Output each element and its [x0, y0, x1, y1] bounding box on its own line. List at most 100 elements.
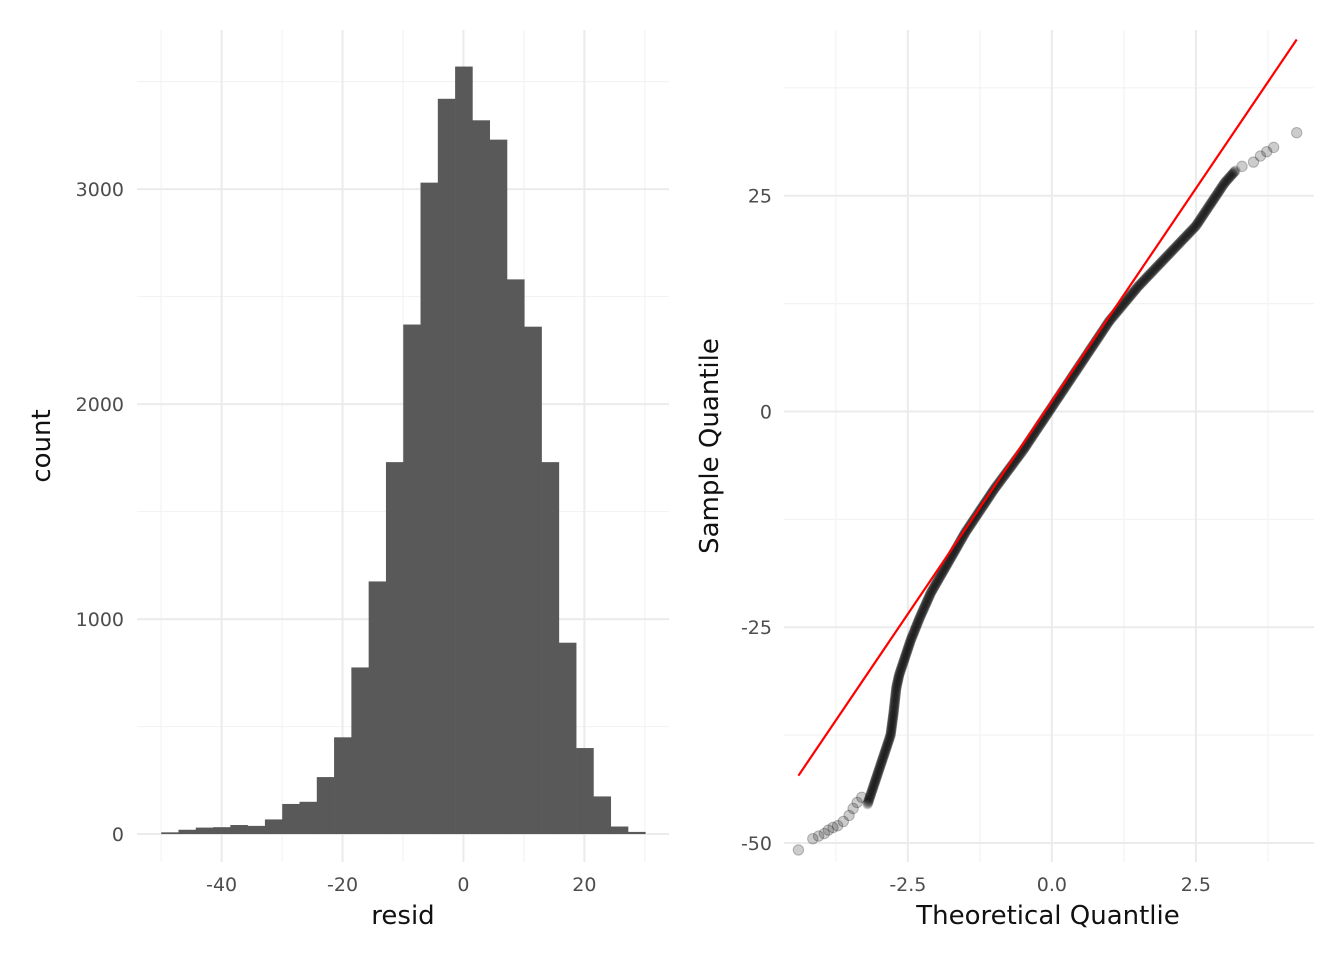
qq-point: [1134, 279, 1146, 290]
qq-point: [1197, 209, 1209, 221]
qq-point: [888, 708, 899, 719]
qq-point: [881, 740, 893, 752]
qq-point: [994, 476, 1006, 487]
qq-point: [812, 830, 825, 842]
qq-point: [1203, 202, 1214, 213]
qq-point: [1172, 239, 1183, 251]
qq-point: [904, 638, 915, 649]
qq-point: [1197, 210, 1208, 222]
qq-point: [1199, 207, 1210, 219]
qq-point: [960, 526, 972, 537]
qq-point: [895, 664, 907, 675]
qq-point: [1133, 281, 1144, 292]
qq-point: [889, 694, 901, 705]
qq-point: [1124, 291, 1136, 302]
qq-point: [940, 561, 952, 572]
qq-point: [885, 725, 897, 736]
qq-point: [876, 757, 887, 769]
qq-point: [874, 762, 885, 773]
qq-point: [959, 529, 970, 540]
qq-point: [920, 599, 931, 610]
qq-point: [892, 674, 904, 686]
qq-point: [1147, 266, 1158, 277]
qq-point: [1216, 182, 1227, 193]
qq-point: [879, 746, 891, 757]
qq-point: [1173, 238, 1184, 250]
qq-point: [880, 743, 892, 755]
qq-point: [1159, 253, 1170, 264]
qq-point: [885, 727, 897, 739]
qq-point: [1227, 168, 1239, 179]
qq-point: [1147, 265, 1159, 276]
qq-point: [895, 666, 906, 677]
qq-point: [1156, 256, 1168, 267]
qq-point: [959, 528, 971, 539]
qq-point: [1207, 195, 1219, 206]
qq-point: [1202, 203, 1213, 214]
qq-point: [879, 747, 891, 758]
qq-point: [913, 615, 924, 626]
qq-point: [1158, 254, 1170, 265]
qq-point: [1199, 206, 1211, 218]
qq-point: [904, 639, 915, 650]
qq-point: [890, 685, 902, 697]
qq-point: [1119, 297, 1130, 308]
qq-point: [875, 760, 886, 771]
qq-x-tick-labels: -2.5 0.0 2.5: [889, 874, 1211, 896]
qq-point: [922, 593, 934, 605]
qq-point: [1193, 215, 1205, 227]
qq-point: [1177, 234, 1188, 245]
qq-point: [1185, 225, 1197, 237]
qq-point: [889, 693, 901, 704]
histogram-bar: [437, 98, 456, 835]
histogram-bar: [161, 832, 179, 835]
qq-point: [867, 783, 878, 795]
qq-point: [863, 794, 875, 806]
histogram-bar: [420, 182, 439, 835]
qq-point: [1123, 292, 1135, 303]
qq-point: [906, 631, 918, 643]
histogram-bar: [247, 825, 266, 835]
qq-point: [885, 726, 897, 737]
histogram-bar: [541, 462, 560, 835]
histogram-y-tick-label: 1000: [76, 609, 124, 631]
qq-point: [996, 474, 1007, 485]
qq-point: [1221, 174, 1233, 186]
qq-point: [891, 679, 903, 690]
qq-point: [1198, 208, 1209, 220]
histogram-bar: [299, 801, 318, 835]
qq-point: [865, 790, 876, 801]
qq-point: [1219, 177, 1230, 188]
qq-point: [874, 761, 886, 772]
qq-point: [867, 782, 879, 794]
qq-point: [899, 653, 910, 664]
qq-point: [1184, 226, 1196, 238]
qq-point: [863, 796, 874, 808]
qq-point: [910, 622, 922, 633]
qq-point: [993, 478, 1004, 489]
qq-point: [1130, 283, 1142, 295]
qq-point: [822, 824, 835, 836]
qq-point: [1120, 296, 1131, 307]
qq-point: [934, 571, 946, 582]
qq-point: [1212, 187, 1224, 198]
qq-point: [1122, 293, 1133, 305]
qq-point: [870, 775, 881, 786]
qq-point: [1166, 246, 1177, 258]
qq-point: [914, 612, 926, 623]
qq-point: [871, 770, 883, 782]
histogram-bar: [455, 66, 473, 835]
qq-point: [1230, 165, 1241, 176]
qq-point: [1207, 196, 1218, 207]
qq-point: [940, 562, 951, 573]
histogram-bar: [524, 326, 542, 835]
qq-point: [851, 796, 863, 809]
qq-point: [931, 577, 942, 588]
qq-point: [1192, 218, 1203, 230]
qq-point: [925, 587, 937, 598]
qq-point: [905, 633, 917, 645]
qq-point: [1154, 258, 1165, 270]
qq-point: [1212, 188, 1223, 199]
qq-point: [928, 583, 939, 594]
histogram-bar: [351, 667, 369, 835]
